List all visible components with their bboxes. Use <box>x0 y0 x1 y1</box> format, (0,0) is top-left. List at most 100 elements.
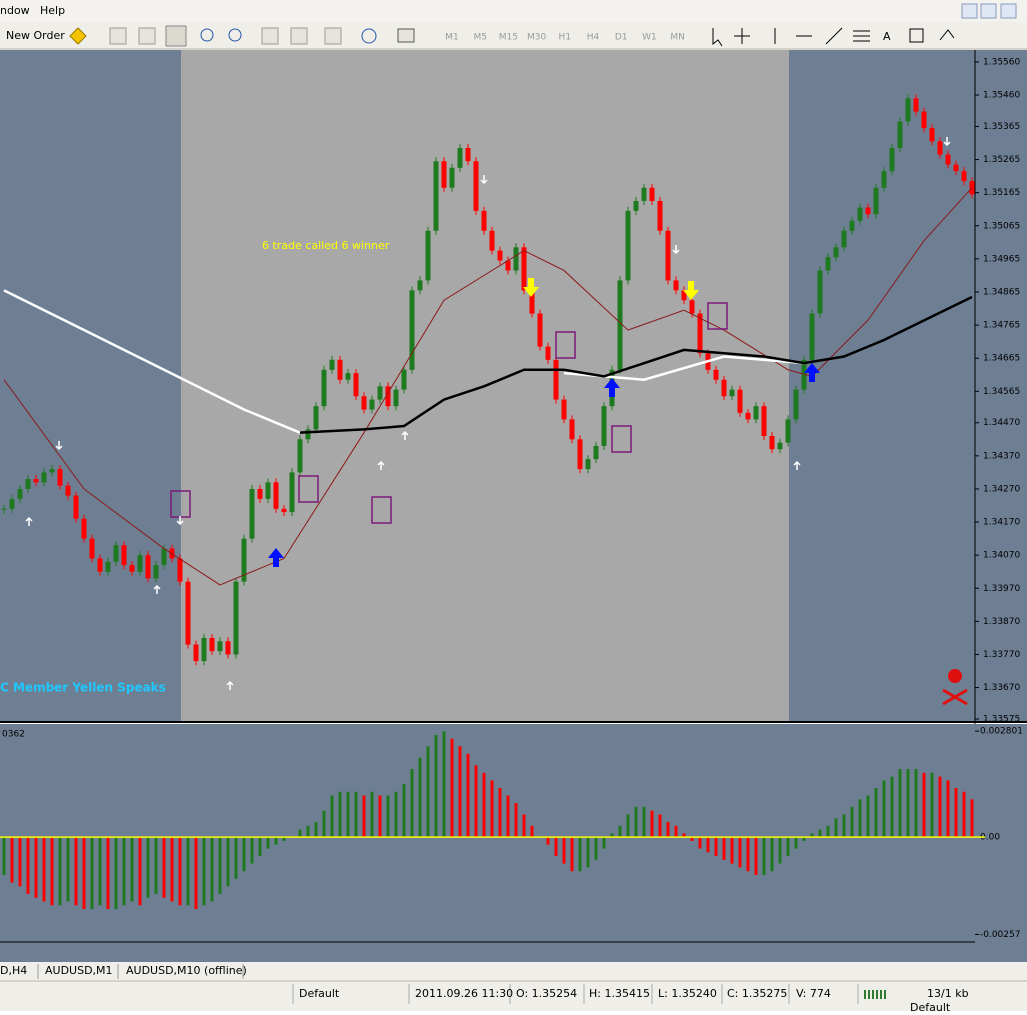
candle-body <box>17 488 23 499</box>
candle-body <box>129 565 135 572</box>
histogram-bar <box>906 769 910 838</box>
candle-body <box>73 495 79 519</box>
y-tick-label: 1.33575 <box>983 715 1020 725</box>
menu-item[interactable]: Help <box>40 4 65 17</box>
status-time: 2011.09.26 11:30 <box>415 987 513 1000</box>
candle-body <box>209 637 215 652</box>
candle-body <box>793 389 799 420</box>
candle-body <box>881 171 887 188</box>
candle-body <box>473 161 479 211</box>
candle-body <box>561 399 567 420</box>
timeframe-button[interactable]: H1 <box>559 33 572 43</box>
histogram-bar <box>650 810 654 838</box>
timeframe-group: M1 M5 M15 M30 H1 H4 D1 W1 MN <box>445 33 685 43</box>
timeframe-button[interactable]: M15 <box>499 33 518 43</box>
y-tick-label: 1.35460 <box>983 91 1020 101</box>
histogram-bar <box>666 822 670 838</box>
timeframe-button[interactable]: M5 <box>473 33 487 43</box>
y-tick-label: 1.34470 <box>983 418 1020 428</box>
timeframe-button[interactable]: M30 <box>527 33 546 43</box>
candle-body <box>857 207 863 221</box>
histogram-bar <box>970 799 974 838</box>
status-close: C: 1.35275 <box>727 987 787 1000</box>
candle-body <box>25 479 31 489</box>
main-chart: 1.35560 1.35460 1.35365 1.35265 1.35165 1.350… <box>1 57 1020 725</box>
histogram-bar <box>338 791 342 838</box>
y-tick-label: 1.33870 <box>983 617 1020 627</box>
histogram-bar <box>170 837 174 902</box>
chart-tab[interactable]: AUDUSD,M10 (offline) <box>126 964 247 977</box>
candle-body <box>145 555 151 579</box>
candle-body <box>265 482 271 499</box>
histogram-bar <box>730 837 734 864</box>
candle-body <box>801 359 807 390</box>
timeframe-button[interactable]: D1 <box>615 33 628 43</box>
candle-body <box>825 257 831 271</box>
timeframe-button[interactable]: W1 <box>642 33 657 43</box>
candle-body <box>713 369 719 380</box>
price-axis <box>975 50 1027 722</box>
status-open: O: 1.35254 <box>516 987 577 1000</box>
candle-body <box>585 459 591 470</box>
candle-body <box>89 538 95 559</box>
histogram-bar <box>890 776 894 838</box>
timeframe-button[interactable]: M1 <box>445 33 459 43</box>
status-high: H: 1.35415 <box>589 987 650 1000</box>
y-tick-label: 1.34170 <box>983 518 1020 528</box>
histogram-bar <box>610 833 614 838</box>
histogram-bar <box>186 837 190 906</box>
candle-body <box>185 581 191 645</box>
close-button[interactable] <box>1000 3 1017 19</box>
histogram-bar <box>698 837 702 849</box>
histogram-bar <box>322 810 326 838</box>
timeframe-button[interactable]: MN <box>670 33 685 43</box>
candle-body <box>689 300 695 314</box>
chart-tab[interactable]: D,H4 <box>0 964 27 977</box>
candle-body <box>601 406 607 446</box>
candle-body <box>81 518 87 539</box>
status-separators <box>292 984 859 1004</box>
candle-body <box>113 545 119 562</box>
histogram-bar <box>162 837 166 898</box>
histogram-bar <box>58 837 62 906</box>
candle-body <box>441 161 447 188</box>
tab-bar <box>0 962 1027 981</box>
oscillator-axis <box>975 724 1027 942</box>
histogram-bar <box>402 784 406 838</box>
histogram-bar <box>258 837 262 857</box>
histogram-bar <box>874 787 878 838</box>
candle-body <box>761 406 767 436</box>
candle-body <box>353 373 359 397</box>
histogram-bar <box>314 822 318 838</box>
y-tick-label: 0.002801 <box>980 727 1023 737</box>
candle-body <box>345 373 351 380</box>
candle-body <box>97 558 103 572</box>
minimize-button[interactable] <box>961 3 978 19</box>
y-tick-label: 1.34965 <box>983 254 1020 264</box>
restore-button[interactable] <box>980 3 997 19</box>
chart-tab[interactable]: AUDUSD,M1 <box>45 964 113 977</box>
candle-body <box>745 412 751 420</box>
new-order-button[interactable]: New Order <box>6 29 65 42</box>
text-tool[interactable]: A <box>883 30 891 43</box>
indicator-label: 0362 <box>2 730 25 740</box>
candle-body <box>193 644 199 662</box>
candle-body <box>401 369 407 390</box>
histogram-bar <box>618 825 622 838</box>
candle-body <box>897 121 903 148</box>
histogram-bar <box>202 837 206 906</box>
histogram-bar <box>218 837 222 894</box>
candle-body <box>465 147 471 162</box>
histogram-bar <box>938 776 942 838</box>
y-tick-label: 1.34270 <box>983 484 1020 494</box>
histogram-bar <box>26 837 30 894</box>
candle-body <box>737 389 743 413</box>
histogram-bar <box>210 837 214 902</box>
candle-body <box>865 207 871 215</box>
candle-body <box>945 154 951 165</box>
timeframe-button[interactable]: H4 <box>587 33 600 43</box>
candle-body <box>425 230 431 281</box>
histogram-bar <box>810 833 814 838</box>
menu-item[interactable]: ndow <box>0 4 30 17</box>
y-tick-label: -0.00257 <box>980 930 1020 940</box>
